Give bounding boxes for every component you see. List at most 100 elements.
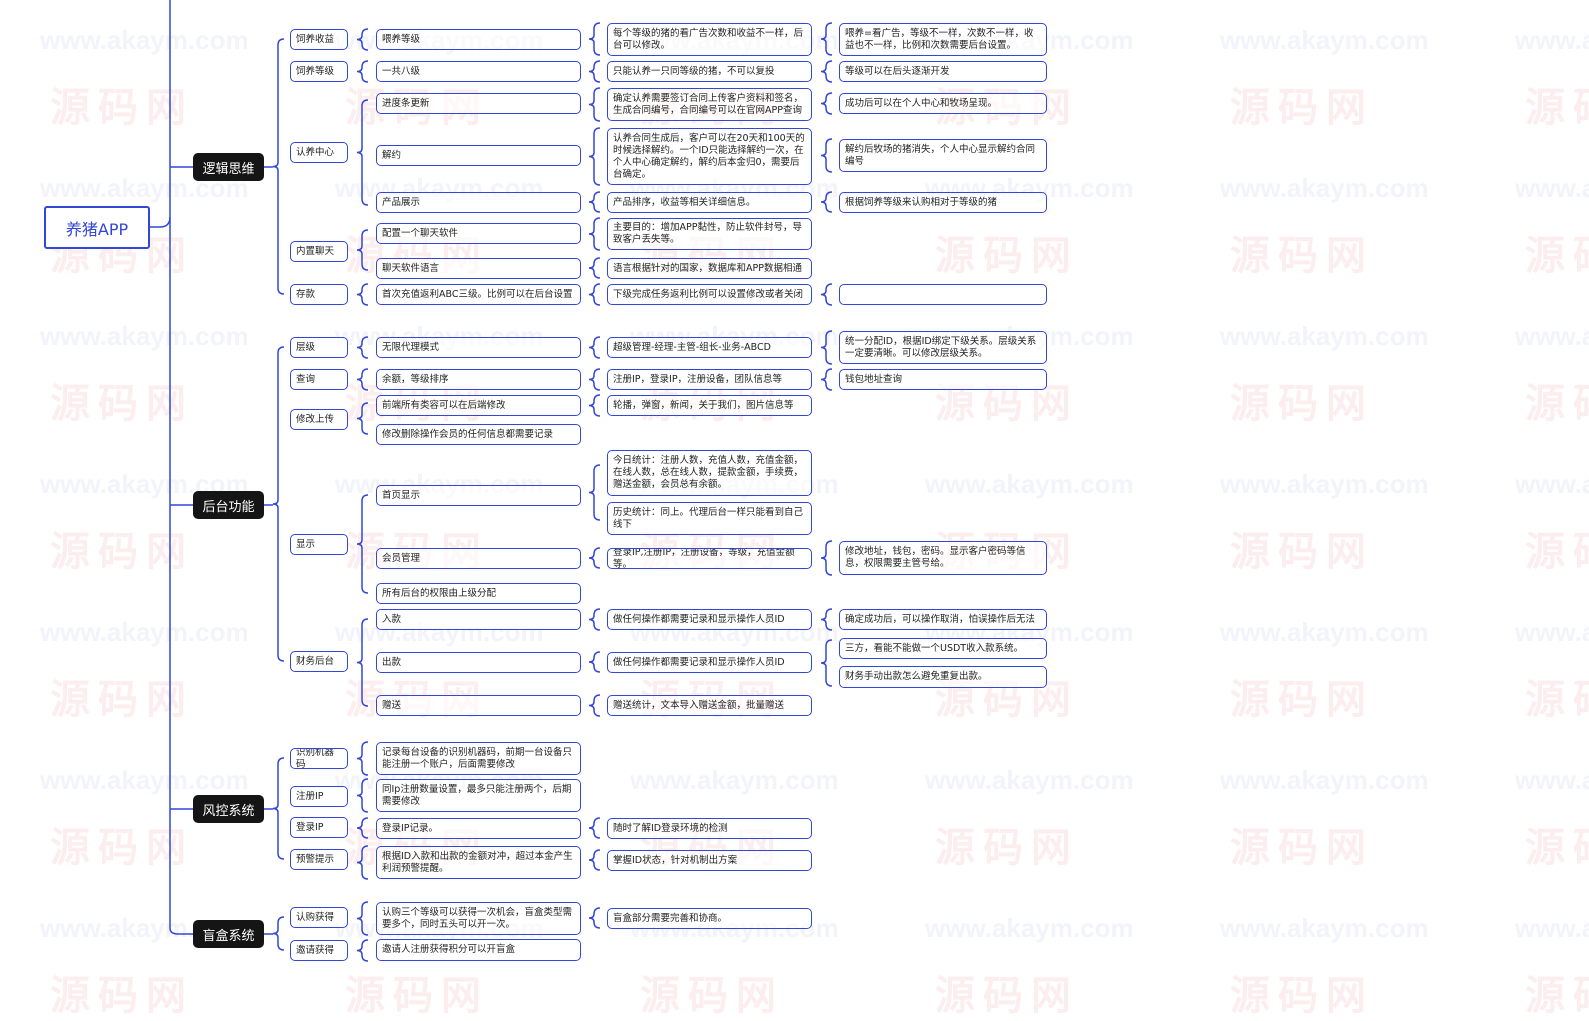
branch-node[interactable]: 修改上传: [290, 409, 348, 430]
branch-node[interactable]: 饲养收益: [290, 29, 348, 50]
leaf-node[interactable]: 每个等级的猪的看广告次数和收益不一样，后台可以修改。: [607, 23, 812, 56]
node-label: 轮播，弹窗，新闻，关于我们，图片信息等: [613, 399, 794, 411]
leaf-node[interactable]: 历史统计：同上。代理后台一样只能看到自己线下: [607, 502, 812, 535]
node-label: 只能认养一只同等级的猪，不可以复投: [613, 65, 775, 77]
category-node[interactable]: 后台功能: [193, 491, 264, 519]
branch-node[interactable]: 识别机器码: [290, 748, 348, 769]
branch-node[interactable]: 查询: [290, 369, 348, 390]
branch-node[interactable]: 内置聊天: [290, 241, 348, 262]
node-label: 认养中心: [296, 146, 335, 158]
leaf-node[interactable]: 进度条更新: [376, 93, 581, 114]
leaf-node[interactable]: 统一分配ID，根据ID绑定下级关系。层级关系一定要清晰。可以修改层级关系。: [839, 331, 1047, 364]
leaf-node[interactable]: 根据ID入款和出款的金额对冲，超过本金产生利润预警提醒。: [376, 846, 581, 879]
branch-node[interactable]: 存款: [290, 284, 348, 305]
node-label: 赠送: [382, 699, 402, 711]
leaf-node[interactable]: 记录每台设备的识别机器码，前期一台设备只能注册一个账户，后面需要修改: [376, 742, 581, 775]
leaf-node[interactable]: 语言根据针对的国家，数据库和APP数据相通: [607, 258, 812, 279]
leaf-node[interactable]: 解约: [376, 145, 581, 166]
category-node[interactable]: 盲盒系统: [193, 920, 264, 948]
leaf-node[interactable]: 登录IP,注册IP，注册设备，等级，充值金额等。: [607, 548, 812, 569]
leaf-node[interactable]: 登录IP记录。: [376, 818, 581, 839]
leaf-node[interactable]: 赠送统计，文本导入赠送金额，批量赠送: [607, 695, 812, 716]
leaf-node[interactable]: 余额，等级排序: [376, 369, 581, 390]
bracket-connector: [588, 817, 601, 839]
branch-node[interactable]: 层级: [290, 337, 348, 358]
leaf-node[interactable]: 解约后牧场的猪消失，个人中心显示解约合同编号: [839, 139, 1047, 172]
leaf-node[interactable]: 三方，看能不能做一个USDT收入款系统。: [839, 638, 1047, 659]
root-node[interactable]: 养猪APP: [44, 206, 150, 249]
node-label: 语言根据针对的国家，数据库和APP数据相通: [613, 262, 802, 274]
leaf-node[interactable]: 首次充值返利ABC三级。比例可以在后台设置: [376, 284, 581, 305]
node-label: 今日统计：注册人数，充值人数，充值金额，在线人数，总在线人数，提款金额，手续费，…: [613, 455, 804, 490]
branch-node[interactable]: 登录IP: [290, 817, 348, 838]
leaf-node[interactable]: 轮播，弹窗，新闻，关于我们，图片信息等: [607, 395, 812, 416]
leaf-node[interactable]: 成功后可以在个人中心和牧场呈现。: [839, 93, 1047, 114]
leaf-node[interactable]: 认养合同生成后，客户可以在20天和100天的时候选择解约。一个ID只能选择解约一…: [607, 128, 812, 185]
bracket-connector: [356, 368, 369, 391]
leaf-node[interactable]: 等级可以在后头逐渐开发: [839, 61, 1047, 82]
leaf-node[interactable]: 配置一个聊天软件: [376, 223, 581, 244]
branch-node[interactable]: 注册IP: [290, 786, 348, 807]
leaf-node[interactable]: 超级管理-经理-主管-组长-业务-ABCD: [607, 337, 812, 358]
leaf-node[interactable]: 钱包地址查询: [839, 369, 1047, 390]
node-label: 内置聊天: [296, 245, 335, 257]
leaf-node[interactable]: 入款: [376, 609, 581, 630]
node-label: 根据饲养等级来认购相对于等级的猪: [845, 196, 998, 208]
leaf-node[interactable]: 邀请人注册获得积分可以开盲盒: [376, 939, 581, 961]
category-node[interactable]: 风控系统: [193, 795, 264, 823]
branch-node[interactable]: 认购获得: [290, 907, 348, 928]
leaf-node[interactable]: 喂养=看广告，等级不一样，次数不一样，收益也不一样，比例和次数需要后台设置。: [839, 23, 1047, 56]
leaf-node[interactable]: 产品展示: [376, 192, 581, 213]
category-node[interactable]: 逻辑思维: [193, 153, 264, 181]
leaf-node[interactable]: 会员管理: [376, 548, 581, 569]
leaf-node[interactable]: 财务手动出款怎么避免重复出款。: [839, 666, 1047, 688]
branch-node[interactable]: 财务后台: [290, 651, 348, 672]
bracket-connector: [356, 229, 369, 271]
node-label: 成功后可以在个人中心和牧场呈现。: [845, 97, 998, 109]
leaf-node[interactable]: 同Ip注册数量设置，最多只能注册两个，后期需要修改: [376, 779, 581, 812]
leaf-node[interactable]: 出款: [376, 652, 581, 673]
node-label: 随时了解ID登录环境的检测: [613, 822, 728, 834]
leaf-node[interactable]: 主要目的：增加APP黏性，防止软件封号，导致客户丢失等。: [607, 218, 812, 250]
node-label: 层级: [296, 341, 316, 353]
branch-node[interactable]: 邀请获得: [290, 940, 348, 961]
leaf-node[interactable]: 所有后台的权限由上级分配: [376, 583, 581, 604]
leaf-node[interactable]: 产品排序，收益等相关详细信息。: [607, 192, 812, 213]
leaf-node[interactable]: 赠送: [376, 695, 581, 716]
leaf-node[interactable]: 认购三个等级可以获得一次机会，盲盒类型需要多个，同时五头可以开一次。: [376, 902, 581, 935]
leaf-node[interactable]: 随时了解ID登录环境的检测: [607, 818, 812, 839]
leaf-node[interactable]: 根据饲养等级来认购相对于等级的猪: [839, 192, 1047, 213]
bracket-connector: [820, 608, 833, 631]
leaf-node[interactable]: 盲盒部分需要完善和协商。: [607, 908, 812, 929]
leaf-node[interactable]: 首页显示: [376, 485, 581, 506]
leaf-node[interactable]: 确定成功后，可以操作取消，怕误操作后无法: [839, 609, 1047, 630]
node-label: 每个等级的猪的看广告次数和收益不一样，后台可以修改。: [613, 27, 804, 51]
node-label: 修改上传: [296, 413, 335, 425]
leaf-node[interactable]: 掌握ID状态，针对机制出方案: [607, 850, 812, 871]
leaf-node[interactable]: 注册IP，登录IP，注册设备，团队信息等: [607, 369, 812, 390]
node-label: 产品展示: [382, 196, 421, 208]
leaf-node[interactable]: 修改删除操作会员的任何信息都需要记录: [376, 424, 581, 445]
leaf-node[interactable]: 只能认养一只同等级的猪，不可以复投: [607, 61, 812, 82]
leaf-node[interactable]: 确定认养需要签订合同上传客户资料和签名，生成合同编号，合同编号可以在官网APP查…: [607, 88, 812, 121]
leaf-node[interactable]: 做任何操作都需要记录和显示操作人员ID: [607, 652, 812, 673]
bracket-connector: [820, 191, 833, 213]
branch-node[interactable]: 预警提示: [290, 849, 348, 870]
branch-node[interactable]: 认养中心: [290, 142, 348, 163]
node-label: 会员管理: [382, 552, 421, 564]
leaf-node[interactable]: 前端所有类容可以在后端修改: [376, 395, 581, 416]
leaf-node[interactable]: 下级完成任务返利比例可以设置修改或者关闭: [607, 284, 812, 305]
leaf-node[interactable]: [839, 284, 1047, 305]
leaf-node[interactable]: 做任何操作都需要记录和显示操作人员ID: [607, 609, 812, 630]
bracket-connector: [820, 540, 833, 576]
leaf-node[interactable]: 无限代理模式: [376, 337, 581, 358]
leaf-node[interactable]: 喂养等级: [376, 29, 581, 50]
node-label: 认购三个等级可以获得一次机会，盲盒类型需要多个，同时五头可以开一次。: [382, 906, 573, 930]
leaf-node[interactable]: 一共八级: [376, 61, 581, 82]
leaf-node[interactable]: 今日统计：注册人数，充值人数，充值金额，在线人数，总在线人数，提款金额，手续费，…: [607, 450, 812, 496]
leaf-node[interactable]: 修改地址，钱包，密码。显示客户密码等信息，权限需要主管号给。: [839, 541, 1047, 575]
leaf-node[interactable]: 聊天软件语言: [376, 258, 581, 279]
branch-node[interactable]: 显示: [290, 534, 348, 555]
node-label: 饲养收益: [296, 33, 335, 45]
branch-node[interactable]: 饲养等级: [290, 61, 348, 82]
